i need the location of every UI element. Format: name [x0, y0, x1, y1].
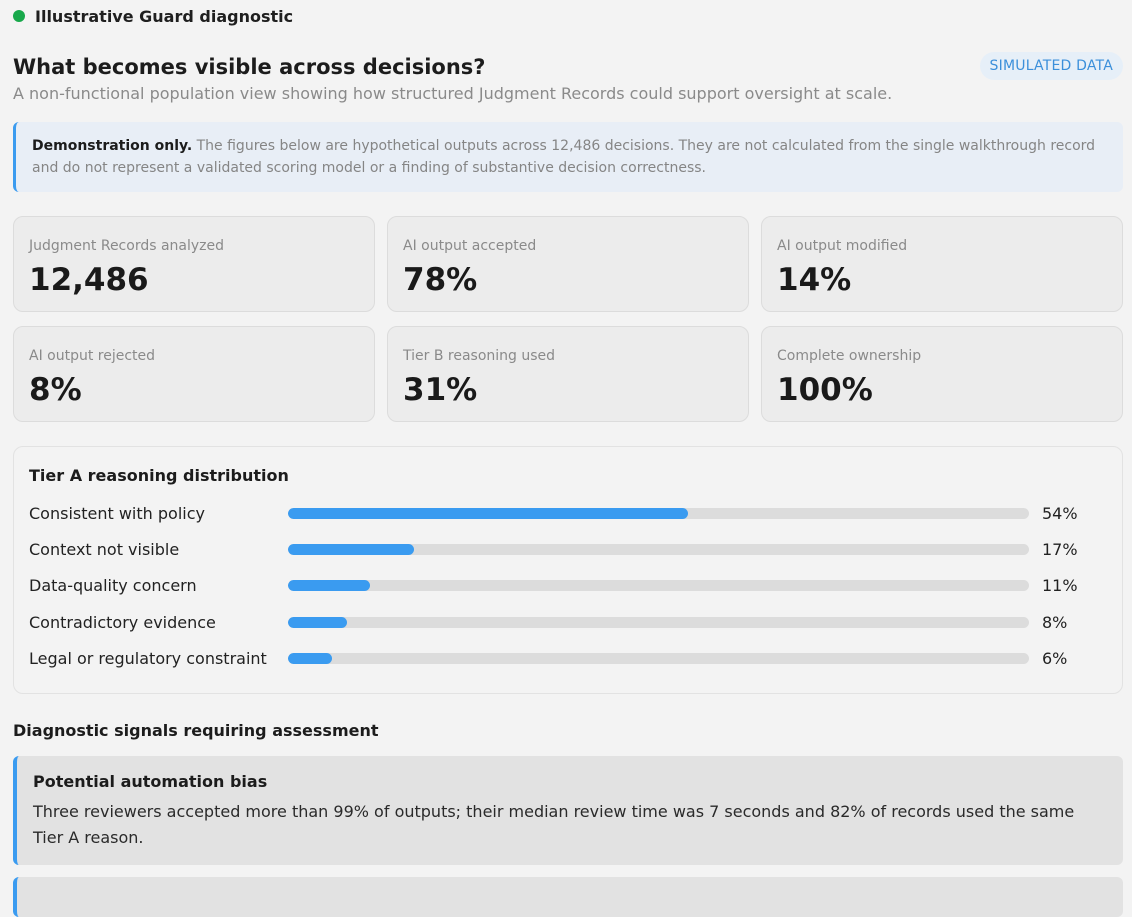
distribution-bar-fill: [288, 543, 414, 555]
stat-value: 14%: [777, 262, 852, 298]
signal-title: Potential automation bias: [33, 772, 268, 791]
page: Illustrative Guard diagnostic What becom…: [13, 0, 1123, 917]
page-header: What becomes visible across decisions? A…: [13, 52, 1123, 106]
stat-label: AI output accepted: [403, 238, 537, 254]
app-header: Illustrative Guard diagnostic: [13, 0, 1123, 32]
distribution-label: Context not visible: [29, 539, 180, 559]
distribution-bar-fill: [288, 580, 370, 592]
distribution-label: Legal or regulatory constraint: [29, 648, 267, 668]
stat-card-output-rejected: AI output rejected 8%: [13, 326, 375, 422]
distribution-bar-track: [288, 652, 1029, 664]
distribution-bar-fill: [288, 616, 348, 628]
stat-card-output-accepted: AI output accepted 78%: [387, 216, 749, 312]
distribution-percent: 54%: [1042, 503, 1078, 523]
distribution-row: Legal or regulatory constraint 6%: [29, 640, 1107, 676]
notice-bold: Demonstration only.: [32, 138, 193, 154]
stat-value: 8%: [29, 372, 82, 408]
distribution-bar-track: [288, 616, 1029, 628]
distribution-row: Consistent with policy 54%: [29, 495, 1107, 531]
stat-card-complete-ownership: Complete ownership 100%: [761, 326, 1123, 422]
app-title: Illustrative Guard diagnostic: [35, 6, 294, 26]
stat-value: 12,486: [29, 262, 149, 298]
stat-label: Complete ownership: [777, 348, 922, 364]
stat-label: AI output modified: [777, 238, 908, 254]
distribution-label: Contradictory evidence: [29, 612, 216, 632]
demonstration-notice: Demonstration only. The figures below ar…: [13, 122, 1123, 192]
stat-value: 31%: [403, 372, 478, 408]
status-dot-icon: [13, 10, 25, 22]
stat-card-records-analyzed: Judgment Records analyzed 12,486: [13, 216, 375, 312]
page-title: What becomes visible across decisions?: [13, 55, 486, 79]
distribution-bar-track: [288, 580, 1029, 592]
notice-text: The figures below are hypothetical outpu…: [32, 138, 1096, 176]
distribution-row: Context not visible 17%: [29, 531, 1107, 567]
stat-label: Judgment Records analyzed: [29, 238, 225, 254]
distribution-row: Data-quality concern 11%: [29, 568, 1107, 604]
stat-label: Tier B reasoning used: [403, 348, 556, 364]
stats-grid: Judgment Records analyzed 12,486 AI outp…: [13, 216, 1123, 422]
stat-value: 78%: [403, 262, 478, 298]
distribution-percent: 8%: [1042, 612, 1068, 632]
stat-card-tier-b-reasoning: Tier B reasoning used 31%: [387, 326, 749, 422]
distribution-label: Consistent with policy: [29, 503, 205, 523]
distribution-percent: 11%: [1042, 576, 1078, 596]
signals-title: Diagnostic signals requiring assessment: [13, 721, 379, 740]
distribution-bar-fill: [288, 507, 689, 519]
signal-text: Three reviewers accepted more than 99% o…: [33, 802, 1075, 847]
distribution-label: Data-quality concern: [29, 576, 197, 596]
distribution-title: Tier A reasoning distribution: [29, 466, 289, 485]
distribution-bar-track: [288, 507, 1029, 519]
distribution-bar-fill: [288, 652, 333, 664]
stat-value: 100%: [777, 372, 873, 408]
simulated-data-badge: SIMULATED DATA: [979, 52, 1123, 80]
tier-a-distribution-card: Tier A reasoning distribution Consistent…: [13, 446, 1123, 694]
distribution-percent: 6%: [1042, 648, 1068, 668]
signal-card-next[interactable]: [13, 877, 1123, 917]
stat-card-output-modified: AI output modified 14%: [761, 216, 1123, 312]
stat-label: AI output rejected: [29, 348, 156, 364]
signal-card-automation-bias[interactable]: Potential automation bias Three reviewer…: [13, 756, 1123, 865]
distribution-percent: 17%: [1042, 539, 1078, 559]
page-subtitle: A non-functional population view showing…: [13, 84, 893, 103]
distribution-bar-track: [288, 543, 1029, 555]
distribution-row: Contradictory evidence 8%: [29, 604, 1107, 640]
